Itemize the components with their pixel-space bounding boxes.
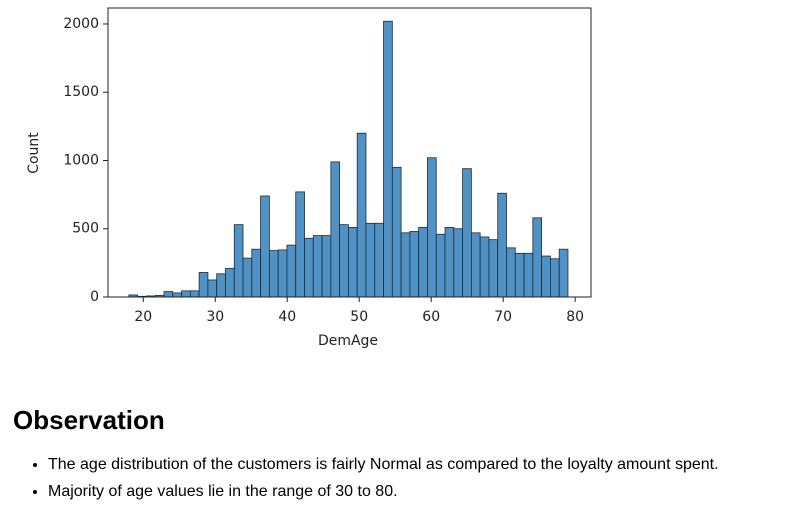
bar	[488, 239, 499, 298]
bar	[207, 279, 218, 298]
bar	[506, 247, 516, 298]
bar	[172, 292, 182, 298]
bar	[453, 228, 463, 298]
y-tick-label: 1500	[63, 84, 99, 100]
bar	[444, 226, 455, 298]
bar	[304, 237, 314, 298]
bar	[435, 233, 446, 298]
bar	[277, 249, 288, 298]
bar	[216, 273, 226, 298]
bar	[348, 226, 358, 298]
bar	[479, 236, 490, 298]
bar	[233, 224, 244, 298]
x-tick-label: 70	[494, 309, 512, 325]
y-tick-label: 2000	[63, 16, 99, 32]
bar	[409, 231, 420, 298]
x-tick-label: 50	[350, 309, 368, 325]
bar	[497, 192, 507, 298]
bullet: Majority of age values lie in the range …	[48, 482, 719, 502]
bar	[356, 132, 367, 298]
bar	[550, 258, 560, 298]
chart: DemAge Count 20 30 40 50 60 70 80 0 500 1000 1500 2…	[26, 7, 592, 349]
bar	[514, 252, 525, 298]
axes-frame	[107, 7, 592, 298]
observation-list: The age distribution of the customers is…	[0, 455, 719, 509]
bar	[470, 232, 481, 298]
bar	[365, 222, 376, 298]
bar	[242, 257, 253, 298]
bar	[558, 248, 569, 298]
y-tick-label: 1000	[63, 152, 99, 168]
y-axis-label: Count	[26, 132, 42, 174]
bar	[523, 252, 534, 298]
bar	[427, 157, 437, 298]
bar	[541, 255, 551, 298]
x-tick-label: 40	[278, 309, 296, 325]
bar	[286, 244, 297, 298]
bar	[462, 168, 472, 298]
bar	[268, 250, 279, 298]
bar	[374, 222, 384, 298]
y-tick-label: 500	[72, 221, 99, 237]
bar	[295, 191, 305, 298]
bar	[383, 20, 393, 298]
x-tick-label: 80	[566, 309, 584, 325]
bullet: The age distribution of the customers is…	[48, 455, 719, 475]
bar	[330, 161, 341, 298]
bar	[321, 235, 332, 298]
bar	[163, 291, 174, 298]
bar	[418, 226, 428, 298]
bar	[312, 235, 323, 298]
bar	[260, 195, 270, 298]
bar	[339, 224, 349, 298]
bar	[181, 290, 191, 298]
bar	[189, 290, 200, 298]
observation-heading: Observation	[13, 405, 165, 435]
bar	[391, 166, 402, 298]
bar	[198, 272, 209, 298]
x-tick-label: 30	[206, 309, 224, 325]
y-tick-label: 0	[90, 289, 99, 305]
bar	[225, 267, 235, 298]
bar	[532, 217, 543, 298]
x-axis-label: DemAge	[318, 333, 378, 349]
bar	[251, 248, 262, 298]
x-tick-label: 20	[134, 309, 152, 325]
bar	[400, 232, 411, 298]
x-tick-label: 60	[422, 309, 440, 325]
